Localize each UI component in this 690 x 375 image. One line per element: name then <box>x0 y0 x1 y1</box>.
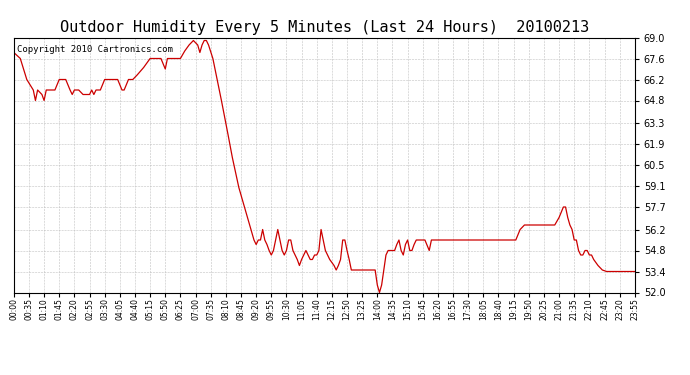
Text: Copyright 2010 Cartronics.com: Copyright 2010 Cartronics.com <box>17 45 172 54</box>
Title: Outdoor Humidity Every 5 Minutes (Last 24 Hours)  20100213: Outdoor Humidity Every 5 Minutes (Last 2… <box>59 20 589 35</box>
